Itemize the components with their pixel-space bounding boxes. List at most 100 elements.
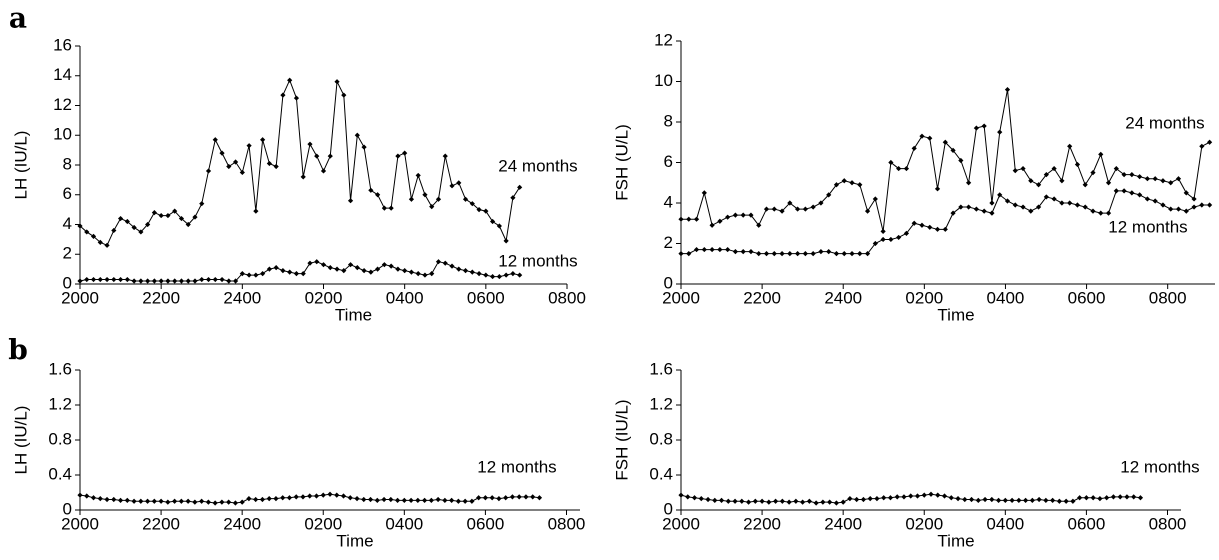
- data-point: [1152, 176, 1158, 182]
- data-point: [415, 497, 421, 503]
- data-point: [442, 153, 448, 159]
- data-point: [117, 215, 124, 222]
- y-axis-label: FSH (U/L): [612, 124, 631, 201]
- data-point: [763, 206, 770, 212]
- data-point: [145, 221, 151, 228]
- data-point: [941, 493, 948, 499]
- data-point: [260, 137, 266, 143]
- data-point: [421, 497, 428, 503]
- data-point: [354, 496, 360, 502]
- data-point: [1077, 495, 1083, 501]
- data-point: [833, 251, 840, 257]
- data-point: [246, 143, 252, 149]
- data-point: [509, 494, 516, 500]
- data-point: [517, 272, 523, 278]
- data-point: [145, 278, 151, 284]
- data-point: [408, 497, 414, 503]
- data-point: [686, 216, 692, 222]
- data-point: [942, 226, 948, 232]
- data-point: [973, 125, 979, 131]
- data-point: [219, 150, 225, 156]
- data-point: [97, 496, 103, 502]
- data-point: [1067, 143, 1073, 149]
- data-point: [880, 228, 886, 234]
- data-point: [429, 270, 435, 277]
- data-point: [510, 195, 516, 201]
- series-label: 24 months: [498, 156, 577, 175]
- data-point: [1137, 495, 1144, 501]
- data-point: [408, 196, 415, 202]
- data-point: [787, 251, 793, 257]
- data-point: [1121, 172, 1127, 178]
- data-point: [787, 200, 793, 206]
- data-point: [165, 499, 171, 505]
- data-point: [1043, 497, 1049, 503]
- data-point: [1137, 174, 1143, 180]
- data-point: [192, 499, 198, 505]
- x-tick-label: 0400: [986, 514, 1024, 533]
- data-point: [958, 204, 964, 210]
- data-point: [1036, 496, 1042, 503]
- data-point: [849, 251, 855, 257]
- series-label: 12 months: [1108, 217, 1187, 236]
- data-point: [1050, 497, 1056, 503]
- data-point: [1152, 198, 1158, 204]
- data-point: [779, 208, 785, 214]
- data-point: [293, 494, 299, 500]
- data-point: [178, 215, 185, 222]
- data-point: [185, 221, 191, 228]
- data-point: [172, 208, 178, 214]
- x-tick-label: 0400: [386, 288, 424, 307]
- data-point: [361, 144, 367, 150]
- data-point: [77, 223, 83, 229]
- data-point: [111, 276, 117, 283]
- data-point: [973, 206, 979, 212]
- data-point: [772, 498, 779, 504]
- data-point: [483, 208, 489, 214]
- data-point: [212, 500, 218, 506]
- data-point: [354, 265, 360, 271]
- data-point: [1043, 172, 1049, 178]
- data-point: [455, 498, 461, 504]
- data-point: [462, 268, 469, 274]
- data-point: [771, 251, 777, 257]
- data-point: [1191, 204, 1197, 210]
- data-point: [226, 163, 232, 170]
- data-point: [334, 492, 340, 498]
- data-point: [449, 263, 455, 269]
- y-tick-label: 1.2: [649, 394, 673, 413]
- data-point: [793, 498, 799, 504]
- x-axis-label: Time: [336, 531, 373, 550]
- data-point: [212, 276, 218, 283]
- data-point: [516, 494, 522, 500]
- data-point: [927, 224, 933, 230]
- data-point: [158, 278, 164, 284]
- data-point: [1090, 170, 1096, 176]
- data-point: [178, 498, 184, 504]
- data-point: [1206, 202, 1213, 208]
- data-point: [435, 196, 442, 202]
- data-point: [1199, 143, 1205, 149]
- data-point: [1144, 196, 1151, 202]
- data-point: [307, 493, 313, 499]
- data-point: [402, 150, 408, 156]
- data-point: [151, 210, 158, 216]
- data-point: [1004, 87, 1011, 93]
- data-point: [739, 498, 745, 504]
- data-point: [307, 260, 313, 266]
- data-point: [482, 495, 489, 501]
- data-point: [752, 498, 758, 504]
- x-tick-label: 0800: [548, 288, 586, 307]
- data-point: [395, 153, 401, 159]
- x-tick-label: 0800: [1149, 514, 1187, 533]
- data-point: [232, 278, 239, 284]
- series-label: 12 months: [477, 457, 556, 476]
- data-point: [740, 249, 746, 255]
- data-point: [896, 234, 902, 241]
- data-point: [989, 496, 995, 503]
- data-point: [287, 269, 293, 275]
- y-axis-label: LH (IU/L): [11, 406, 30, 475]
- data-point: [1160, 178, 1166, 184]
- data-point: [872, 196, 878, 202]
- data-point: [536, 495, 543, 501]
